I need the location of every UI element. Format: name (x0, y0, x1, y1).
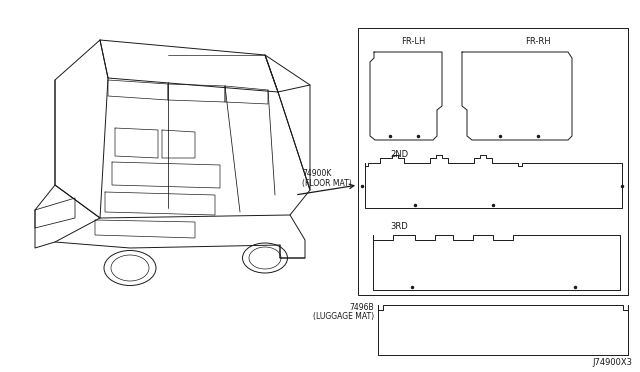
Text: 2ND: 2ND (390, 150, 408, 159)
Text: FR-LH: FR-LH (401, 37, 425, 46)
Text: (FLOOR MAT): (FLOOR MAT) (302, 179, 352, 188)
Text: J74900X3: J74900X3 (592, 358, 632, 367)
Text: FR-RH: FR-RH (525, 37, 551, 46)
Bar (358, 28, 628, 295)
Text: 74900K: 74900K (302, 169, 332, 178)
Text: 7496B: 7496B (349, 303, 374, 312)
Text: 3RD: 3RD (390, 222, 408, 231)
Text: (LUGGAGE MAT): (LUGGAGE MAT) (313, 312, 374, 321)
